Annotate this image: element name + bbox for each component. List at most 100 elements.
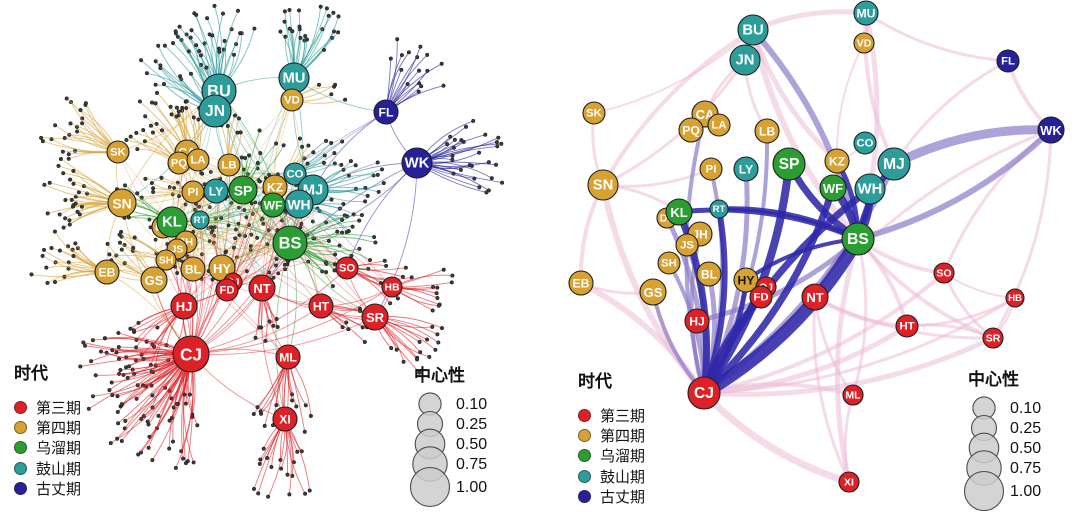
left-core-edge xyxy=(198,204,274,227)
node-ML xyxy=(842,384,864,406)
node-PQ xyxy=(678,117,704,143)
node-HT xyxy=(308,293,334,319)
artifact-dot xyxy=(223,250,228,255)
artifact-dot xyxy=(281,143,286,148)
artifact-dot xyxy=(329,92,334,97)
artifact-dot xyxy=(204,65,209,70)
artifact-dot xyxy=(177,194,181,199)
artifact-dot xyxy=(57,212,62,217)
left-core-edge xyxy=(215,190,268,281)
artifact-dot xyxy=(283,34,288,39)
node-SH xyxy=(155,249,177,271)
artifact-dot xyxy=(39,135,44,140)
artifact-dot xyxy=(499,141,504,146)
artifact-dot xyxy=(123,418,128,423)
artifact-dot xyxy=(265,455,270,461)
era-color-dot xyxy=(578,449,591,463)
artifact-dot xyxy=(231,52,237,57)
artifact-dot xyxy=(344,230,349,235)
left-core-edge xyxy=(232,261,309,283)
artifact-dot xyxy=(263,338,268,343)
artifact-dot xyxy=(187,392,192,397)
artifact-dot xyxy=(399,67,404,72)
artifact-dot xyxy=(261,221,266,226)
artifact-dot xyxy=(219,216,224,220)
era-item-label: 乌溜期 xyxy=(36,440,82,458)
artifact-dot xyxy=(493,162,499,167)
artifact-dot xyxy=(136,320,141,325)
right-edge-pink xyxy=(942,128,1053,275)
node-HJ xyxy=(170,292,198,320)
artifact-dot xyxy=(231,245,236,250)
artifact-dot xyxy=(282,19,287,24)
artifact-dot xyxy=(41,247,47,252)
era-color-dot xyxy=(14,441,27,455)
artifact-dot xyxy=(183,202,188,207)
era-color-dot xyxy=(578,469,591,483)
node-HY xyxy=(733,267,759,293)
node-BU xyxy=(737,14,769,46)
node-BL xyxy=(180,256,206,282)
artifact-dot xyxy=(212,233,217,238)
centrality-scale-circle-1.00 xyxy=(409,466,451,508)
centrality-legend-title: 中心性 xyxy=(414,366,465,385)
artifact-dot xyxy=(267,319,272,324)
right-edge-pink xyxy=(812,295,851,484)
artifact-dot xyxy=(249,232,254,237)
artifact-dot xyxy=(162,43,167,48)
era-item-label: 第三期 xyxy=(600,407,646,425)
artifact-dot xyxy=(191,460,196,465)
artifact-dot xyxy=(336,30,341,35)
artifact-dot xyxy=(417,81,422,86)
artifact-dot xyxy=(153,237,158,242)
artifact-dot xyxy=(255,160,260,166)
left-edge xyxy=(289,162,418,244)
era-legend-title: 时代 xyxy=(14,364,48,383)
artifact-dot xyxy=(69,197,74,203)
node-HB xyxy=(381,276,403,298)
artifact-dot xyxy=(321,47,327,52)
node-WH xyxy=(284,189,314,219)
artifact-dot xyxy=(200,171,205,176)
artifact-dot xyxy=(195,423,200,428)
artifact-dot xyxy=(90,338,95,343)
artifact-dot xyxy=(242,208,247,212)
artifact-dot xyxy=(61,225,66,230)
artifact-dot xyxy=(388,56,393,61)
artifact-dot xyxy=(75,209,80,214)
centrality-scale-label: 0.50 xyxy=(1010,440,1041,457)
artifact-dot xyxy=(287,492,292,497)
artifact-dot xyxy=(381,181,386,186)
artifact-dot xyxy=(115,436,120,441)
artifact-dot xyxy=(71,253,76,259)
centrality-legend-left: 中心性 0.10 0.25 0.50 0.75 1.00 xyxy=(398,366,518,516)
artifact-dot xyxy=(107,388,112,393)
artifact-dot xyxy=(209,230,214,235)
artifact-dot xyxy=(79,204,84,209)
artifact-dot xyxy=(253,335,258,340)
artifact-dot xyxy=(382,258,387,263)
artifact-dot xyxy=(330,284,335,289)
era-item-label: 古丈期 xyxy=(600,488,646,506)
artifact-dot xyxy=(344,320,349,325)
right-edge-pink xyxy=(991,128,1053,340)
artifact-dot xyxy=(235,8,241,13)
era-item-label: 古丈期 xyxy=(36,480,82,498)
artifact-dot xyxy=(290,398,295,403)
right-edge-purple xyxy=(694,236,861,324)
artifact-dot xyxy=(183,401,188,406)
artifact-dot xyxy=(226,223,231,228)
artifact-dot xyxy=(450,273,455,278)
artifact-dot xyxy=(430,308,435,313)
artifact-dot xyxy=(151,186,156,191)
artifact-dot xyxy=(146,445,151,450)
artifact-dot xyxy=(489,176,494,181)
left-core-edge xyxy=(176,211,309,250)
artifact-dot xyxy=(173,29,178,34)
artifact-dot xyxy=(86,406,91,411)
artifact-dot xyxy=(154,90,160,95)
artifact-dot xyxy=(150,405,155,410)
artifact-dot xyxy=(174,401,180,406)
artifact-dot xyxy=(395,37,400,42)
artifact-dot xyxy=(335,229,340,234)
